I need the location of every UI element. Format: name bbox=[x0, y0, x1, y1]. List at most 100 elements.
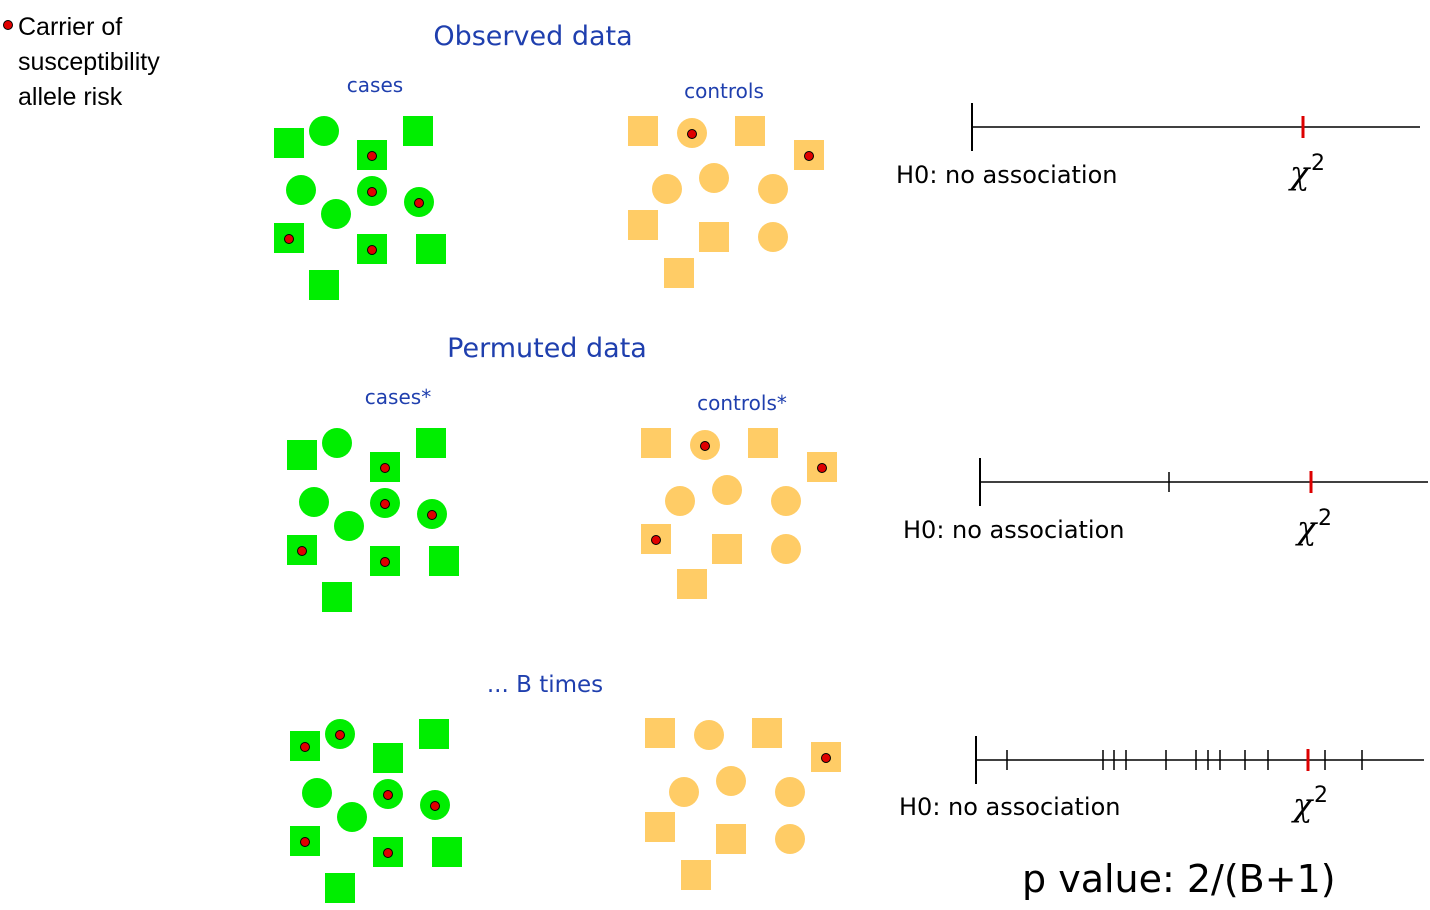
cases-permuted-label: cases* bbox=[365, 385, 431, 409]
carrier-dot-icon bbox=[380, 499, 390, 509]
square-individual bbox=[735, 116, 765, 146]
permuted-data-heading: Permuted data bbox=[447, 333, 647, 364]
control-b-individual bbox=[681, 860, 711, 890]
chi-square-symbol-permuted: χ bbox=[1295, 509, 1318, 547]
control-permuted-individual bbox=[771, 534, 801, 564]
square-individual bbox=[712, 534, 742, 564]
control-permuted-individual bbox=[771, 486, 801, 516]
square-individual bbox=[699, 222, 729, 252]
square-individual bbox=[677, 569, 707, 599]
carrier-dot-icon bbox=[380, 557, 390, 567]
square-individual bbox=[432, 837, 462, 867]
square-individual bbox=[309, 270, 339, 300]
case-permuted-individual bbox=[429, 546, 459, 576]
case-permuted-individual bbox=[287, 440, 317, 470]
square-individual bbox=[645, 812, 675, 842]
square-individual bbox=[325, 873, 355, 903]
carrier-dot-icon bbox=[821, 753, 831, 763]
carrier-dot-icon bbox=[297, 546, 307, 556]
control-b-individual bbox=[716, 824, 746, 854]
chi-square-exponent-b-times: 2 bbox=[1314, 783, 1328, 808]
circle-individual bbox=[699, 163, 729, 193]
square-individual bbox=[416, 234, 446, 264]
case-individual bbox=[404, 187, 434, 217]
circle-individual bbox=[309, 116, 339, 146]
circle-individual bbox=[758, 222, 788, 252]
circle-individual bbox=[716, 766, 746, 796]
control-b-individual bbox=[811, 742, 841, 772]
circle-individual bbox=[286, 175, 316, 205]
case-b-individual bbox=[337, 802, 367, 832]
circle-individual bbox=[299, 487, 329, 517]
circle-individual bbox=[321, 199, 351, 229]
square-individual bbox=[416, 428, 446, 458]
square-individual bbox=[664, 258, 694, 288]
square-individual bbox=[681, 860, 711, 890]
circle-individual bbox=[665, 486, 695, 516]
control-individual bbox=[758, 174, 788, 204]
circle-individual bbox=[334, 511, 364, 541]
circle-individual bbox=[775, 777, 805, 807]
observed-data-heading: Observed data bbox=[433, 21, 632, 52]
controls-label: controls bbox=[684, 79, 764, 103]
statistic-axes-layer bbox=[971, 103, 1428, 784]
square-individual bbox=[645, 718, 675, 748]
legend-line-1: Carrier of bbox=[18, 13, 122, 41]
case-b-individual bbox=[302, 778, 332, 808]
case-b-individual bbox=[325, 719, 355, 749]
case-individual bbox=[274, 128, 304, 158]
case-individual bbox=[321, 199, 351, 229]
case-b-individual bbox=[432, 837, 462, 867]
control-permuted-individual bbox=[641, 428, 671, 458]
case-permuted-individual bbox=[370, 546, 400, 576]
carrier-dot-icon bbox=[300, 837, 310, 847]
h0-label-b-times: H0: no association bbox=[899, 793, 1121, 821]
square-individual bbox=[429, 546, 459, 576]
control-b-individual bbox=[645, 718, 675, 748]
chi-square-exponent-permuted: 2 bbox=[1318, 506, 1332, 531]
case-individual bbox=[357, 140, 387, 170]
square-individual bbox=[403, 116, 433, 146]
circle-individual bbox=[771, 534, 801, 564]
control-individual bbox=[664, 258, 694, 288]
carrier-dot-icon bbox=[367, 245, 377, 255]
square-individual bbox=[716, 824, 746, 854]
carrier-dot-icon bbox=[651, 535, 661, 545]
control-permuted-individual bbox=[677, 569, 707, 599]
control-b-individual bbox=[716, 766, 746, 796]
case-individual bbox=[309, 270, 339, 300]
case-permuted-individual bbox=[322, 582, 352, 612]
control-individual bbox=[699, 222, 729, 252]
legend-line-2: susceptibility bbox=[18, 48, 160, 76]
case-b-individual bbox=[325, 873, 355, 903]
case-b-individual bbox=[373, 779, 403, 809]
case-permuted-individual bbox=[299, 487, 329, 517]
chi-square-symbol-b-times: χ bbox=[1291, 786, 1314, 824]
carrier-dot-icon bbox=[383, 790, 393, 800]
control-individual bbox=[794, 140, 824, 170]
control-permuted-individual bbox=[641, 524, 671, 554]
p-value-label: p value: 2/(B+1) bbox=[1022, 857, 1336, 901]
case-permuted-individual bbox=[370, 452, 400, 482]
case-individual bbox=[357, 234, 387, 264]
axis-permuted bbox=[979, 458, 1428, 506]
b-times-heading: ... B times bbox=[487, 672, 603, 698]
cases-label: cases bbox=[347, 73, 403, 97]
case-b-individual bbox=[290, 731, 320, 761]
circle-individual bbox=[322, 428, 352, 458]
control-individual bbox=[677, 118, 707, 148]
control-individual bbox=[735, 116, 765, 146]
control-individual bbox=[652, 174, 682, 204]
circle-individual bbox=[652, 174, 682, 204]
circle-individual bbox=[771, 486, 801, 516]
case-individual bbox=[286, 175, 316, 205]
circle-individual bbox=[694, 720, 724, 750]
case-permuted-individual bbox=[334, 511, 364, 541]
carrier-dot-icon bbox=[367, 187, 377, 197]
circle-individual bbox=[758, 174, 788, 204]
case-b-individual bbox=[373, 837, 403, 867]
control-b-individual bbox=[752, 718, 782, 748]
axis-b-times bbox=[975, 736, 1424, 784]
square-individual bbox=[274, 128, 304, 158]
